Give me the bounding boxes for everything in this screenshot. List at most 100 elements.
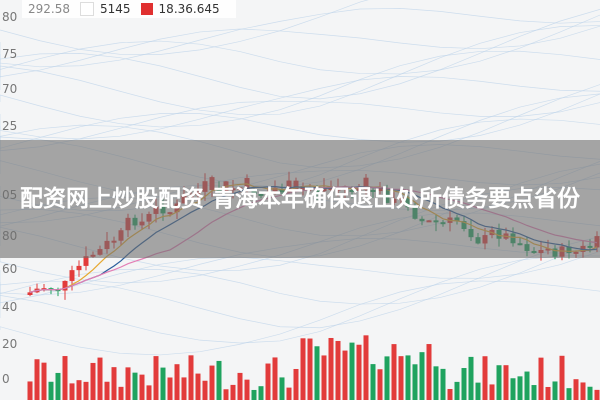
volume-bar: [153, 356, 159, 400]
volume-bar: [258, 386, 264, 400]
candle-body: [62, 280, 68, 291]
volume-bar: [349, 342, 355, 400]
volume-bar: [545, 386, 551, 400]
volume-bar: [230, 384, 236, 400]
volume-bar: [90, 362, 96, 400]
volume-bar: [48, 381, 54, 400]
volume-bar: [510, 378, 516, 400]
background-line: [0, 8, 600, 68]
volume-bar: [594, 389, 600, 400]
volume-bar: [146, 385, 152, 400]
volume-bar: [244, 379, 250, 400]
legend: 292.58 5145 18.36.645: [22, 0, 236, 18]
volume-bar: [265, 363, 271, 400]
candle-body: [76, 265, 82, 271]
volume-bar: [209, 365, 215, 400]
background-line: [0, 25, 600, 115]
legend-text: 5145: [100, 2, 131, 16]
volume-bar: [405, 355, 411, 400]
volume-bar: [125, 367, 131, 400]
volume-bar: [293, 368, 299, 400]
y-axis-label: 75: [2, 47, 18, 61]
volume-bar: [468, 356, 474, 400]
background-line: [0, 76, 600, 140]
volume-bar: [195, 373, 201, 400]
legend-swatch: [80, 2, 94, 16]
volume-bar: [580, 382, 586, 400]
candle-body: [27, 292, 33, 295]
y-axis-label: 0: [2, 372, 10, 386]
volume-bar: [538, 357, 544, 400]
volume-bar: [279, 377, 285, 400]
candle-body: [83, 256, 89, 266]
volume-bar: [286, 387, 292, 400]
volume-bar: [475, 382, 481, 400]
volume-bar: [524, 371, 530, 400]
background-line: [0, 93, 600, 149]
volume-bar: [566, 388, 572, 400]
volume-bar: [503, 365, 509, 400]
volume-bar: [398, 356, 404, 400]
volume-bar: [83, 381, 89, 400]
volume-bar: [342, 350, 348, 400]
volume-bar: [552, 381, 558, 400]
volume-bar: [573, 379, 579, 400]
volume-bar: [356, 344, 362, 400]
volume-bar: [461, 368, 467, 400]
volume-bar: [489, 384, 495, 400]
volume-bar: [363, 335, 369, 400]
volume-bar: [377, 369, 383, 400]
headline-band: 配资网上炒股配资 青海本年确保退出处所债务要点省份: [0, 140, 600, 258]
background-line: [0, 250, 600, 304]
y-axis-label: 20: [2, 337, 18, 351]
volume-bar: [321, 355, 327, 400]
volume-bar: [559, 355, 565, 400]
headline-title: 配资网上炒股配资 青海本年确保退出处所债务要点省份: [20, 186, 581, 212]
volume-bar: [335, 340, 341, 400]
volume-bar: [300, 338, 306, 400]
volume-bar: [104, 381, 110, 400]
volume-bar: [433, 366, 439, 400]
volume-bar: [426, 344, 432, 400]
volume-bar: [384, 356, 390, 400]
volume-bar: [111, 367, 117, 400]
volume-bar: [34, 359, 40, 400]
legend-text: 18.36.645: [158, 2, 220, 16]
background-line: [0, 0, 369, 55]
volume-bar: [181, 377, 187, 400]
volume-bar: [55, 372, 61, 400]
volume-bar: [237, 372, 243, 400]
volume-bar: [447, 388, 453, 400]
volume-bar: [223, 389, 229, 400]
volume-bar: [69, 383, 75, 400]
volume-bar: [419, 352, 425, 400]
volume-bar: [202, 380, 208, 400]
volume-bar: [27, 381, 33, 400]
volume-bar: [370, 364, 376, 400]
volume-bar: [496, 365, 502, 400]
background-line: [0, 239, 600, 305]
y-axis-label: 40: [2, 300, 18, 314]
volume-bar: [41, 362, 47, 400]
volume-bar: [76, 380, 82, 400]
background-line: [0, 280, 600, 356]
volume-bar: [307, 338, 313, 400]
background-line: [0, 50, 600, 128]
volume-bar: [174, 364, 180, 400]
volume-bar: [188, 355, 194, 400]
volume-bar: [160, 367, 166, 400]
y-axis-label: 80: [2, 10, 18, 24]
volume-bar: [251, 389, 257, 400]
legend-swatch: [140, 3, 153, 15]
volume-bar: [440, 368, 446, 400]
volume-bar: [482, 356, 488, 400]
legend-item: 5145: [80, 2, 131, 16]
legend-item: 292.58: [28, 2, 70, 16]
volume-bar: [272, 357, 278, 400]
volume-bar: [587, 386, 593, 400]
background-line: [0, 255, 600, 344]
background-line: [0, 9, 600, 100]
volume-bar: [412, 364, 418, 400]
legend-item: 18.36.645: [140, 2, 220, 16]
